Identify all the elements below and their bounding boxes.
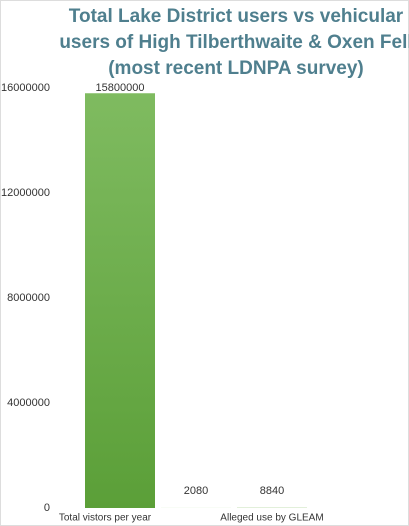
chart-title: Total Lake District users vs vehicular [69,6,404,27]
data-label: 15800000 [96,82,145,94]
chart-title: (most recent LDNPA survey) [108,58,364,79]
bar [85,93,155,508]
y-tick-label: 0 [44,502,50,514]
y-tick-label: 8000000 [7,292,50,304]
y-tick-label: 4000000 [7,397,50,409]
data-label: 8840 [260,485,284,497]
y-tick-label: 12000000 [1,187,50,199]
x-tick-label: Alleged use by GLEAM [220,513,323,524]
chart-title: users of High Tilberthwaite & Oxen Fell [59,32,409,53]
data-label: 2080 [184,485,208,497]
x-tick-label: Total vistors per year [59,513,152,524]
y-tick-label: 16000000 [1,82,50,94]
